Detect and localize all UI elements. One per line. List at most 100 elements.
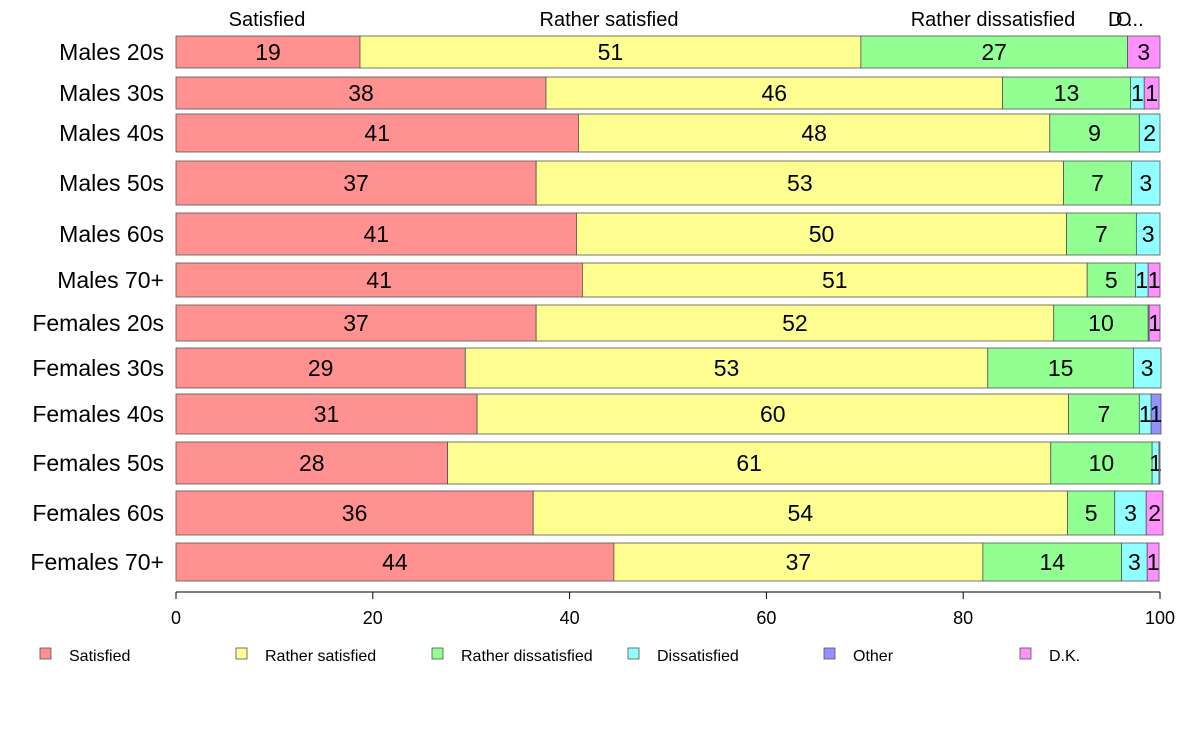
data-label: 1 <box>1148 267 1161 293</box>
data-label: 37 <box>343 170 369 196</box>
bar-segment <box>447 441 1052 485</box>
column-headers: Satisfied Rather satisfied Rather dissatis… <box>229 9 1144 31</box>
bar-segment <box>535 160 1064 206</box>
category-label: Males 30s <box>59 80 164 106</box>
legend-swatch <box>627 647 640 660</box>
x-tick-label: 40 <box>560 608 580 628</box>
data-label: 7 <box>1095 221 1108 247</box>
category-label: Females 70+ <box>30 549 164 575</box>
data-label: 27 <box>981 39 1007 65</box>
category-label: Females 60s <box>32 500 164 526</box>
column-header: O <box>1116 9 1132 31</box>
bar-segment <box>1133 347 1162 389</box>
category-label: Females 20s <box>32 310 164 336</box>
data-label: 3 <box>1139 170 1152 196</box>
bar-segment <box>613 542 984 582</box>
data-label: 1 <box>1147 549 1160 575</box>
legend-label: Satisfied <box>69 648 130 665</box>
category-labels: Males 20s Males 30s Males 40s Males 50s Male… <box>30 39 164 575</box>
column-header: D <box>1108 9 1122 31</box>
data-label: 7 <box>1091 170 1104 196</box>
data-label: 5 <box>1105 267 1118 293</box>
data-label: 51 <box>822 267 848 293</box>
bar-segment <box>1114 490 1147 536</box>
data-label: 1 <box>1148 310 1161 336</box>
column-header: Rather dissatisfied <box>911 9 1076 31</box>
bar-segment <box>1066 212 1137 256</box>
legend: Satisfied Rather satisfied Rather dissatis… <box>39 647 1080 665</box>
data-label: 41 <box>363 221 389 247</box>
data-label: 53 <box>787 170 813 196</box>
bar-segment <box>987 347 1134 389</box>
legend-label: Rather dissatisfied <box>461 648 593 665</box>
data-label: 51 <box>598 39 624 65</box>
legend-label: D.K. <box>1049 648 1080 665</box>
bar-segment <box>1067 490 1116 536</box>
data-label: 1 <box>1139 401 1152 427</box>
bar-segment <box>1146 542 1160 582</box>
bar-segment <box>1063 160 1132 206</box>
legend-label: Dissatisfied <box>657 648 739 665</box>
data-label: 52 <box>782 310 808 336</box>
column-header: Satisfied <box>229 9 306 31</box>
bar-segment <box>464 347 989 389</box>
bar-segment <box>1148 304 1161 342</box>
category-label: Males 50s <box>59 170 164 196</box>
legend-swatch <box>39 647 52 660</box>
bar-segment <box>175 347 466 389</box>
bar-segment <box>175 76 547 110</box>
data-label: 13 <box>1054 80 1080 106</box>
bar-segment <box>860 35 1128 69</box>
bar-segment <box>545 76 1003 110</box>
data-label: 44 <box>382 549 408 575</box>
category-label: Males 40s <box>59 120 164 146</box>
bar-segment <box>175 212 577 256</box>
category-label: Females 40s <box>32 401 164 427</box>
x-tick-label: 20 <box>363 608 383 628</box>
bar-segment <box>535 304 1055 342</box>
bar-segment <box>982 542 1123 582</box>
legend-swatch <box>823 647 836 660</box>
data-label: 3 <box>1124 500 1137 526</box>
bar-segment <box>1050 441 1153 485</box>
data-label: 1 <box>1135 267 1148 293</box>
legend-label: Rather satisfied <box>265 648 376 665</box>
bar-segment <box>578 113 1051 153</box>
x-tick-label: 80 <box>953 608 973 628</box>
bar-segment <box>1127 35 1161 69</box>
x-axis: 0 20 40 60 80 100 <box>171 591 1175 628</box>
data-label: 41 <box>366 267 392 293</box>
data-label: 54 <box>788 500 814 526</box>
legend-label: Other <box>853 648 894 665</box>
data-label: 7 <box>1098 401 1111 427</box>
bar-segment <box>1131 160 1161 206</box>
data-label: 37 <box>343 310 369 336</box>
bars-area: 19 51 27 338 46 13 1 141 48 9 237 53 7 341 50 7 341 51 5 1 1… <box>175 35 1164 582</box>
bar-segment <box>1150 393 1162 435</box>
data-label: 10 <box>1089 450 1115 476</box>
data-label: 37 <box>786 549 812 575</box>
data-label: 1 <box>1131 80 1144 106</box>
data-label: 3 <box>1137 39 1150 65</box>
bar-segment <box>1121 542 1148 582</box>
data-label: 46 <box>761 80 787 106</box>
category-label: Females 30s <box>32 355 164 381</box>
x-tick-label: 0 <box>171 608 181 628</box>
column-header: Rather satisfied <box>540 9 679 31</box>
bar-segment <box>1158 441 1161 485</box>
bar-segment <box>1086 262 1136 298</box>
x-tick-label: 60 <box>756 608 776 628</box>
data-label: 38 <box>348 80 374 106</box>
bar-segment <box>1049 113 1140 153</box>
data-label: 48 <box>801 120 827 146</box>
bar-segment <box>175 393 478 435</box>
bar-segment <box>175 113 579 153</box>
bar-segment <box>175 490 534 536</box>
data-label: 3 <box>1141 355 1154 381</box>
category-label: Males 60s <box>59 221 164 247</box>
bar-segment <box>476 393 1069 435</box>
data-label: 3 <box>1142 221 1155 247</box>
data-label: 53 <box>714 355 740 381</box>
bar-segment <box>175 35 361 69</box>
